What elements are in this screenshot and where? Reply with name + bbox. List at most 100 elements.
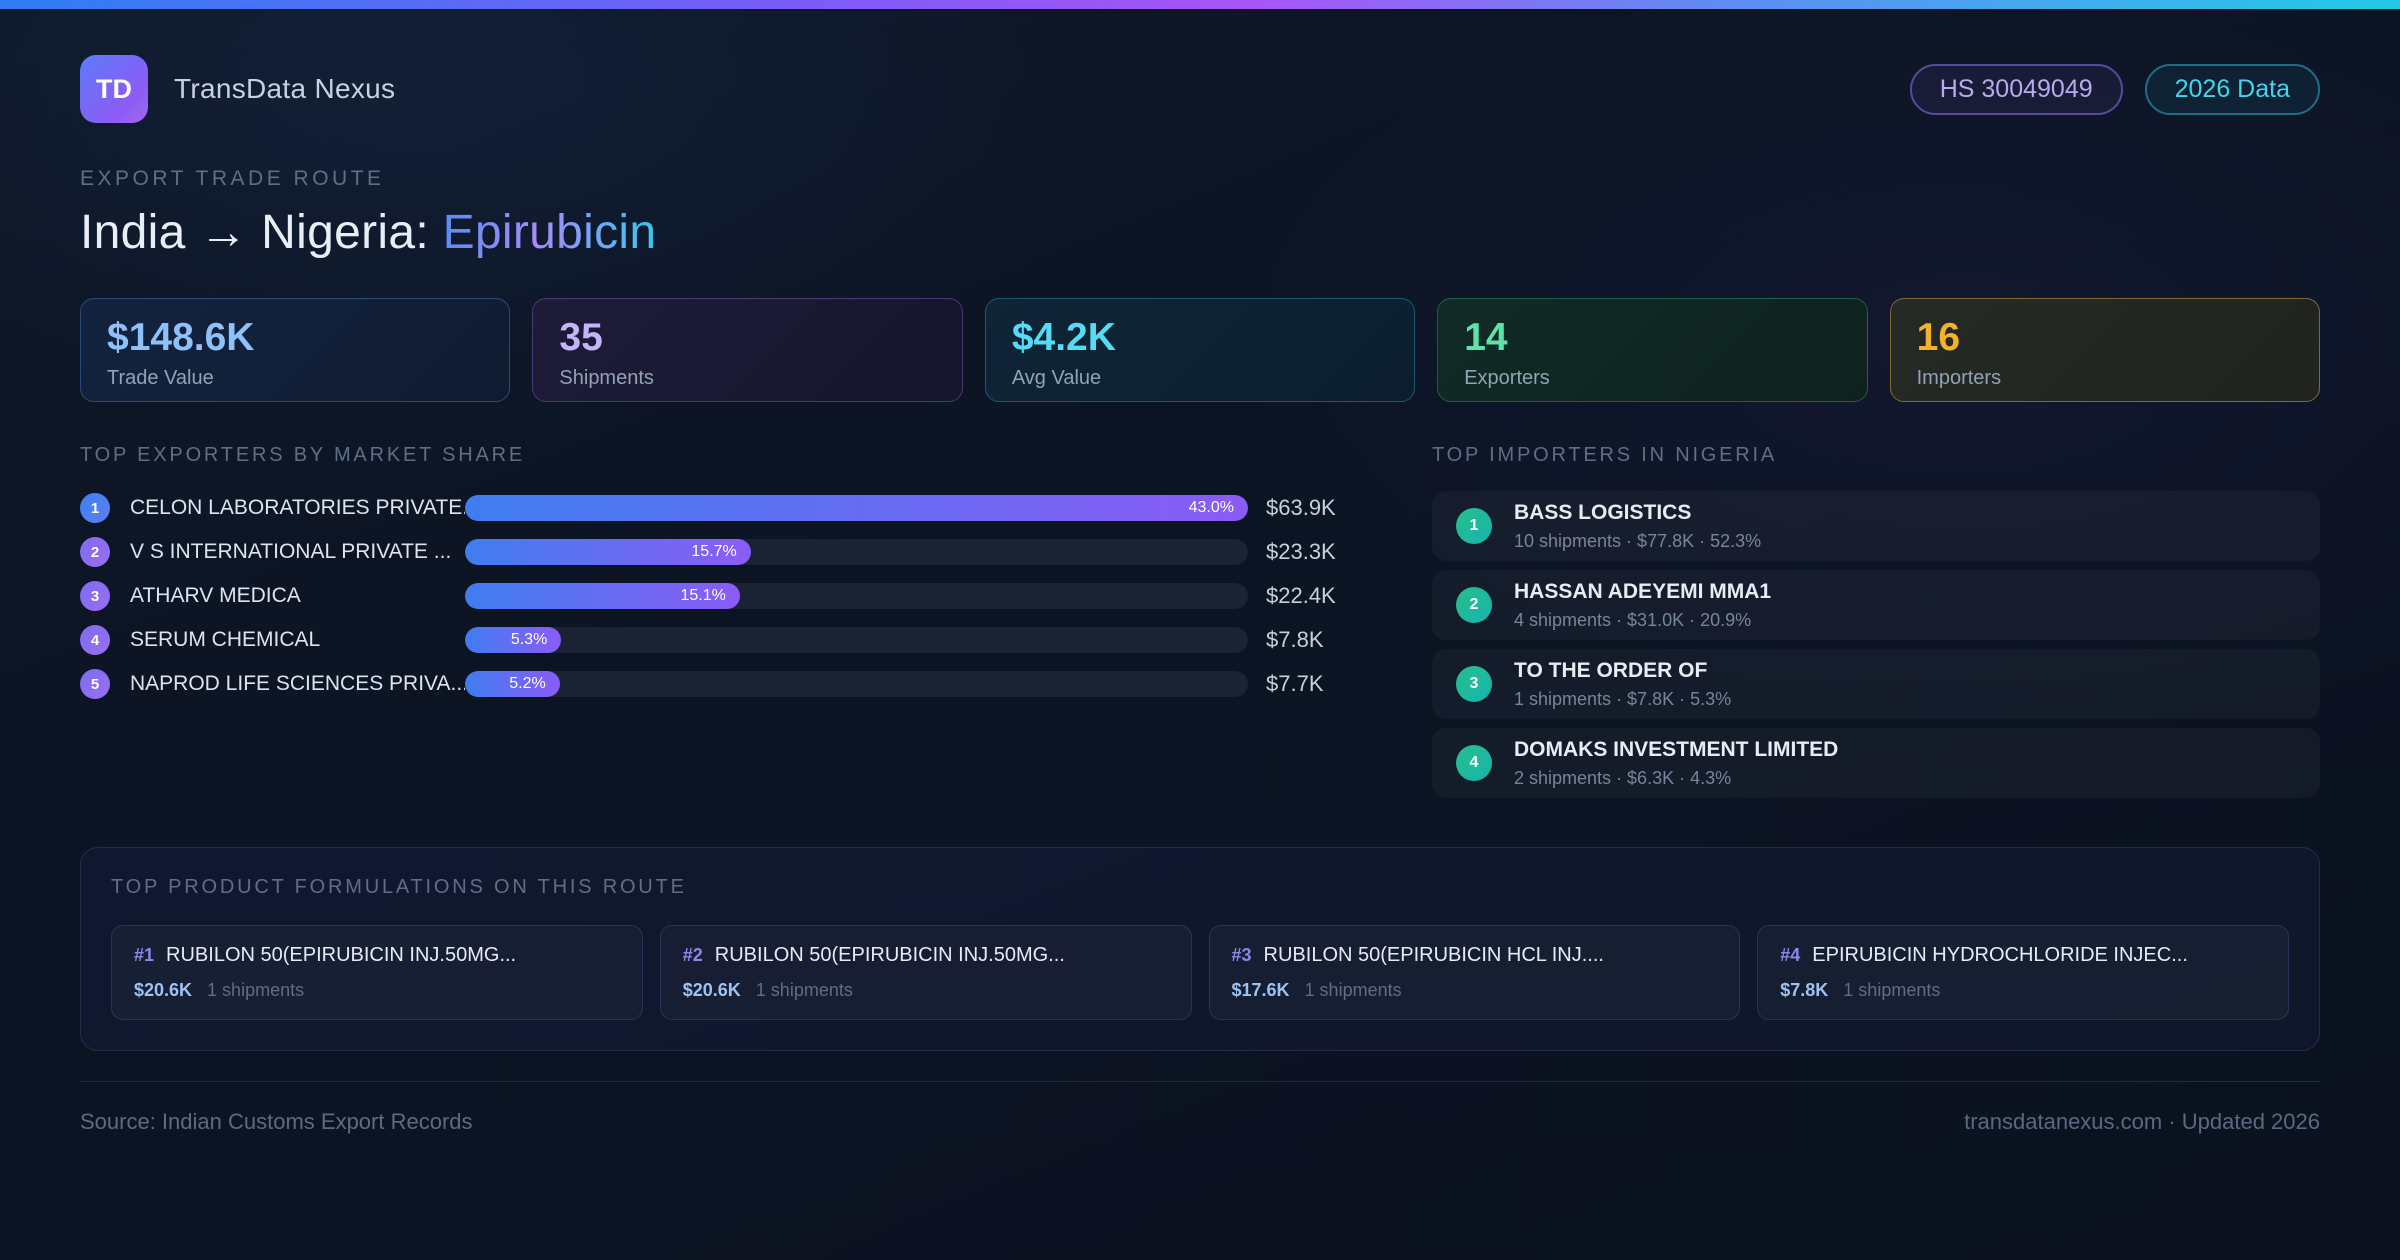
product-value: $17.6K bbox=[1231, 980, 1290, 1000]
market-share-percent: 5.3% bbox=[510, 631, 548, 648]
product-name: EPIRUBICIN HYDROCHLORIDE INJEC... bbox=[1812, 944, 2188, 966]
exporter-name: CELON LABORATORIES PRIVATE... bbox=[130, 496, 465, 519]
importer-rank-badge: 3 bbox=[1456, 666, 1492, 702]
market-share-bar-track: 15.7% bbox=[465, 539, 1248, 565]
importer-meta: 4 shipments · $31.0K · 20.9% bbox=[1514, 609, 1752, 630]
stat-label: Shipments bbox=[559, 366, 654, 389]
exporters-section-title: TOP EXPORTERS BY MARKET SHARE bbox=[80, 444, 526, 466]
importer-card[interactable]: 1 BASS LOGISTICS 10 shipments · $77.8K ·… bbox=[1432, 491, 2320, 561]
importer-rank-badge: 2 bbox=[1456, 587, 1492, 623]
importer-name: TO THE ORDER OF bbox=[1514, 658, 1708, 682]
app-logo[interactable]: TD bbox=[80, 55, 148, 123]
stat-card-avg-value[interactable]: $4.2K Avg Value bbox=[984, 298, 1416, 402]
exporter-value: $23.3K bbox=[1266, 539, 1336, 564]
source-note: Source: Indian Customs Export Records bbox=[80, 1109, 473, 1134]
product-value: $20.6K bbox=[682, 980, 741, 1000]
stat-label: Exporters bbox=[1464, 366, 1550, 389]
market-share-bar: 15.1% bbox=[465, 583, 740, 609]
app-name: TransData Nexus bbox=[174, 73, 396, 104]
product-shipments: 1 shipments bbox=[755, 980, 853, 1000]
rank-badge: 5 bbox=[80, 669, 110, 699]
product-shipments: 1 shipments bbox=[1843, 980, 1941, 1000]
stat-value: $4.2K bbox=[1011, 316, 1116, 359]
exporter-row[interactable]: 4 SERUM CHEMICAL 5.3% $7.8K bbox=[80, 625, 1354, 655]
importer-card[interactable]: 3 TO THE ORDER OF 1 shipments · $7.8K · … bbox=[1432, 649, 2320, 719]
brand[interactable]: TD TransData Nexus bbox=[80, 55, 395, 123]
products-list: #1 RUBILON 50(EPIRUBICIN INJ.50MG... $20… bbox=[111, 925, 2289, 1020]
exporter-row[interactable]: 5 NAPROD LIFE SCIENCES PRIVA... 5.2% $7.… bbox=[80, 669, 1354, 699]
market-share-bar: 5.2% bbox=[465, 671, 560, 697]
products-panel: TOP PRODUCT FORMULATIONS ON THIS ROUTE #… bbox=[80, 847, 2320, 1051]
exporter-value: $63.9K bbox=[1266, 495, 1336, 520]
rank-badge: 4 bbox=[80, 625, 110, 655]
exporter-value: $22.4K bbox=[1266, 583, 1336, 608]
exporter-name: NAPROD LIFE SCIENCES PRIVA... bbox=[130, 672, 465, 695]
products-section-title: TOP PRODUCT FORMULATIONS ON THIS ROUTE bbox=[111, 876, 687, 898]
data-year-badge[interactable]: 2026 Data bbox=[2144, 63, 2320, 115]
exporter-row[interactable]: 2 V S INTERNATIONAL PRIVATE ... 15.7% $2… bbox=[80, 537, 1354, 567]
hs-code-badge[interactable]: HS 30049049 bbox=[1909, 63, 2123, 115]
importers-section: TOP IMPORTERS IN NIGERIA 1 BASS LOGISTIC… bbox=[1432, 444, 2320, 807]
exporter-value: $7.7K bbox=[1266, 671, 1324, 696]
header-badges: HS 30049049 2026 Data bbox=[1909, 63, 2320, 115]
importer-name: DOMAKS INVESTMENT LIMITED bbox=[1514, 737, 1839, 761]
importer-name: BASS LOGISTICS bbox=[1514, 500, 1692, 524]
stat-label: Avg Value bbox=[1011, 366, 1102, 389]
exporter-name: SERUM CHEMICAL bbox=[130, 628, 321, 651]
market-share-bar: 15.7% bbox=[465, 539, 751, 565]
top-accent-bar bbox=[0, 0, 2400, 9]
page-title-route: India → Nigeria: bbox=[80, 206, 443, 259]
product-shipments: 1 shipments bbox=[1304, 980, 1402, 1000]
importer-meta: 10 shipments · $77.8K · 52.3% bbox=[1514, 530, 1762, 551]
rank-badge: 3 bbox=[80, 581, 110, 611]
market-share-bar: 43.0% bbox=[465, 495, 1248, 521]
product-rank: #3 bbox=[1231, 945, 1252, 965]
rank-badge: 2 bbox=[80, 537, 110, 567]
importer-card[interactable]: 2 HASSAN ADEYEMI MMA1 4 shipments · $31.… bbox=[1432, 570, 2320, 640]
exporter-name: ATHARV MEDICA bbox=[130, 584, 301, 607]
importer-name: HASSAN ADEYEMI MMA1 bbox=[1514, 579, 1772, 603]
product-card[interactable]: #1 RUBILON 50(EPIRUBICIN INJ.50MG... $20… bbox=[111, 925, 643, 1020]
product-value: $7.8K bbox=[1780, 980, 1829, 1000]
stat-card-importers[interactable]: 16 Importers bbox=[1889, 298, 2321, 402]
product-name: RUBILON 50(EPIRUBICIN INJ.50MG... bbox=[166, 944, 517, 966]
product-name: RUBILON 50(EPIRUBICIN HCL INJ.... bbox=[1263, 944, 1604, 966]
rank-badge: 1 bbox=[80, 493, 110, 523]
product-name: RUBILON 50(EPIRUBICIN INJ.50MG... bbox=[714, 944, 1065, 966]
importer-meta: 2 shipments · $6.3K · 4.3% bbox=[1514, 767, 1732, 788]
stat-card-trade-value[interactable]: $148.6K Trade Value bbox=[80, 298, 511, 402]
importers-section-title: TOP IMPORTERS IN NIGERIA bbox=[1432, 444, 1778, 466]
product-card[interactable]: #2 RUBILON 50(EPIRUBICIN INJ.50MG... $20… bbox=[659, 925, 1192, 1020]
stat-value: 14 bbox=[1464, 316, 1508, 359]
product-rank: #2 bbox=[682, 945, 703, 965]
importer-card[interactable]: 4 DOMAKS INVESTMENT LIMITED 2 shipments … bbox=[1432, 728, 2320, 798]
market-share-percent: 43.0% bbox=[1188, 499, 1234, 516]
page-footer: Source: Indian Customs Export Records tr… bbox=[80, 1081, 2320, 1135]
importer-rank-badge: 4 bbox=[1456, 745, 1492, 781]
market-share-percent: 5.2% bbox=[509, 675, 546, 692]
eyebrow-label: EXPORT TRADE ROUTE bbox=[80, 167, 385, 190]
exporter-row[interactable]: 1 CELON LABORATORIES PRIVATE... 43.0% $6… bbox=[80, 493, 1354, 523]
importers-list: 1 BASS LOGISTICS 10 shipments · $77.8K ·… bbox=[1432, 491, 2320, 798]
product-shipments: 1 shipments bbox=[207, 980, 305, 1000]
stat-label: Importers bbox=[1916, 366, 2002, 389]
market-share-bar-track: 15.1% bbox=[465, 583, 1248, 609]
market-share-bar-track: 43.0% bbox=[465, 495, 1248, 521]
importer-meta: 1 shipments · $7.8K · 5.3% bbox=[1514, 688, 1732, 709]
product-value: $20.6K bbox=[134, 980, 193, 1000]
product-card[interactable]: #3 RUBILON 50(EPIRUBICIN HCL INJ.... $17… bbox=[1208, 925, 1741, 1020]
stat-value: 16 bbox=[1916, 316, 1961, 359]
product-card[interactable]: #4 EPIRUBICIN HYDROCHLORIDE INJEC... $7.… bbox=[1757, 925, 2289, 1020]
exporter-row[interactable]: 3 ATHARV MEDICA 15.1% $22.4K bbox=[80, 581, 1354, 611]
stat-value: 35 bbox=[559, 316, 603, 359]
product-rank: #1 bbox=[134, 945, 155, 965]
stat-card-shipments[interactable]: 35 Shipments bbox=[532, 298, 963, 402]
stat-card-exporters[interactable]: 14 Exporters bbox=[1437, 298, 1868, 402]
exporters-bar-chart: 1 CELON LABORATORIES PRIVATE... 43.0% $6… bbox=[80, 493, 1354, 699]
app-header: TD TransData Nexus HS 30049049 2026 Data bbox=[80, 55, 2320, 123]
app-logo-text: TD bbox=[96, 73, 132, 104]
product-rank: #4 bbox=[1780, 945, 1801, 965]
page-title: India → Nigeria: Epirubicin bbox=[80, 205, 2320, 260]
market-share-percent: 15.1% bbox=[680, 587, 726, 604]
